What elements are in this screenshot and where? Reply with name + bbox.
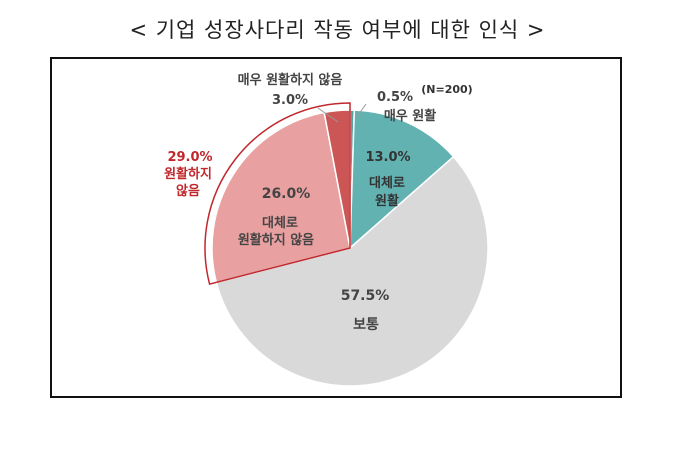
slice-mostly-smooth <box>349 109 455 250</box>
note-n: (N=200) <box>421 83 472 96</box>
label-very-not-name: 매우 원활하지 않음 <box>238 72 343 88</box>
label-very-not-value: 3.0% <box>272 93 308 108</box>
label-mostly-smooth-value: 13.0% <box>365 150 410 165</box>
label-normal-value: 57.5% <box>341 288 390 304</box>
label-normal-name: 보통 <box>353 317 379 333</box>
leader-line-very-not <box>317 107 339 123</box>
label-group-line1: 원활하지 <box>164 166 212 182</box>
label-mostly-smooth-line2: 원활 <box>375 193 399 209</box>
slice-normal <box>215 155 489 387</box>
label-group-value: 29.0% <box>167 150 212 165</box>
chart-title: < 기업 성장사다리 작동 여부에 대한 인식 > <box>129 18 546 42</box>
label-very-smooth-value: 0.5% <box>377 90 413 105</box>
label-mostly-smooth-line1: 대체로 <box>369 176 405 191</box>
label-mostly-not-line2: 원활하지 않음 <box>238 232 314 248</box>
leader-line-very-smooth <box>355 103 367 119</box>
chart-frame <box>50 57 622 398</box>
group-outline-not-smooth <box>204 102 351 285</box>
label-mostly-not-value: 26.0% <box>262 186 311 202</box>
label-very-smooth-name: 매우 원활 <box>384 108 436 124</box>
label-group-line2: 않음 <box>176 183 200 199</box>
label-mostly-not-line1: 대체로 <box>262 216 298 231</box>
pie-slices <box>211 109 489 387</box>
slice-mostly-not <box>211 111 351 284</box>
